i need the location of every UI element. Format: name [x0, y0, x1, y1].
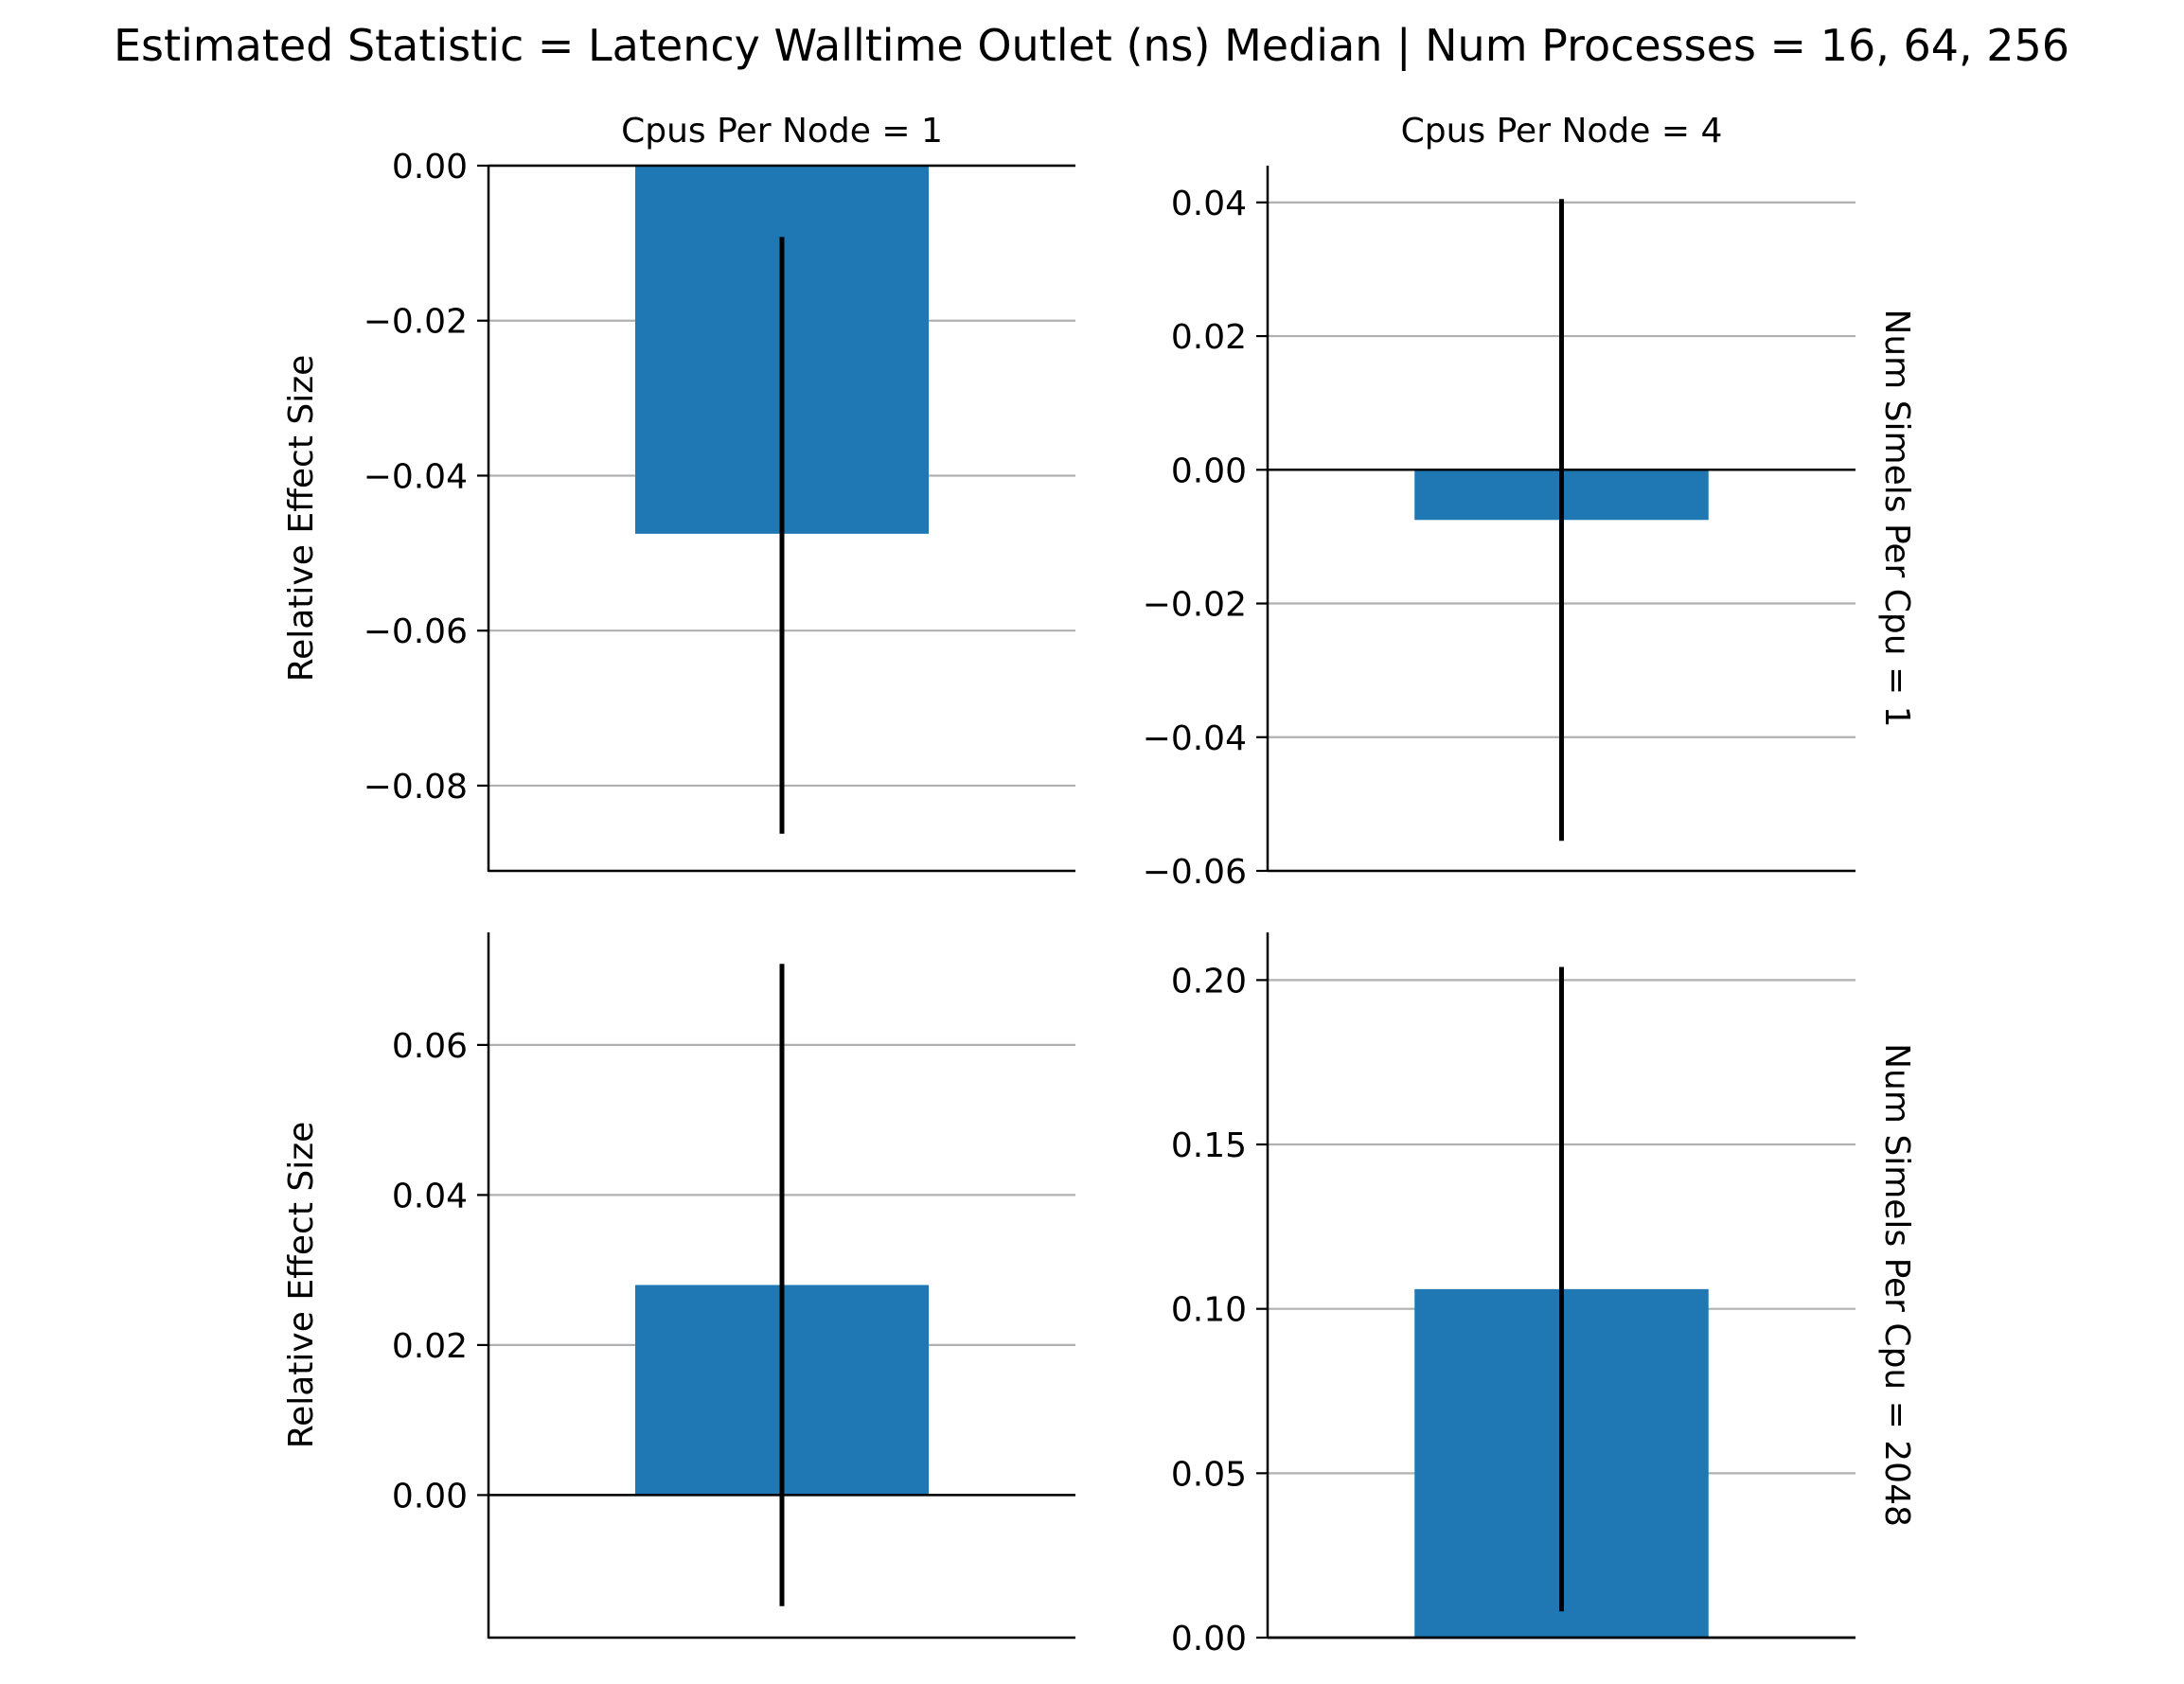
column-title: Cpus Per Node = 1: [621, 112, 943, 151]
y-tick-label: 0.02: [1171, 318, 1247, 357]
y-tick-label: −0.02: [364, 303, 468, 342]
y-axis-label: Relative Effect Size: [282, 1122, 321, 1449]
y-tick-label: −0.04: [1143, 719, 1247, 758]
y-tick-label: 0.00: [392, 1477, 468, 1516]
y-tick-label: 0.10: [1171, 1291, 1247, 1330]
y-tick-label: 0.06: [392, 1027, 468, 1066]
panel-3: 0.06 0.04 0.02 0.00 Relative Effect Size: [282, 932, 1075, 1640]
y-axis-label: Relative Effect Size: [282, 355, 321, 682]
y-tick-label: 0.04: [392, 1177, 468, 1215]
y-tick-label: 0.05: [1171, 1455, 1247, 1494]
panel-4: 0.20 0.15 0.10 0.05 0.00 Num Simels Per Cpu =…: [1171, 932, 1916, 1658]
panel-2: 0.04 0.02 0.00 −0.02 −0.04 −0.06 Cpus Per Node…: [1143, 112, 1916, 892]
panel-1: 0.00 −0.02 −0.04 −0.06 −0.08 Cpus Per Node = …: [282, 112, 1075, 873]
y-tick-label: −0.06: [1143, 853, 1247, 892]
y-tick-label: −0.06: [364, 612, 468, 651]
y-tick-label: 0.00: [392, 148, 468, 186]
y-tick-label: 0.00: [1171, 452, 1247, 490]
chart-title: Estimated Statistic = Latency Walltime O…: [114, 20, 2069, 72]
y-tick-label: 0.15: [1171, 1126, 1247, 1165]
row-title: Num Simels Per Cpu = 2048: [1877, 1043, 1916, 1527]
y-tick-label: −0.02: [1143, 586, 1247, 625]
y-tick-label: 0.02: [392, 1327, 468, 1366]
y-tick-label: −0.08: [364, 768, 468, 807]
column-title: Cpus Per Node = 4: [1401, 112, 1723, 151]
y-tick-label: 0.20: [1171, 962, 1247, 1001]
y-tick-label: 0.00: [1171, 1620, 1247, 1658]
y-tick-label: −0.04: [364, 457, 468, 496]
y-tick-label: 0.04: [1171, 185, 1247, 223]
row-title: Num Simels Per Cpu = 1: [1877, 309, 1916, 727]
